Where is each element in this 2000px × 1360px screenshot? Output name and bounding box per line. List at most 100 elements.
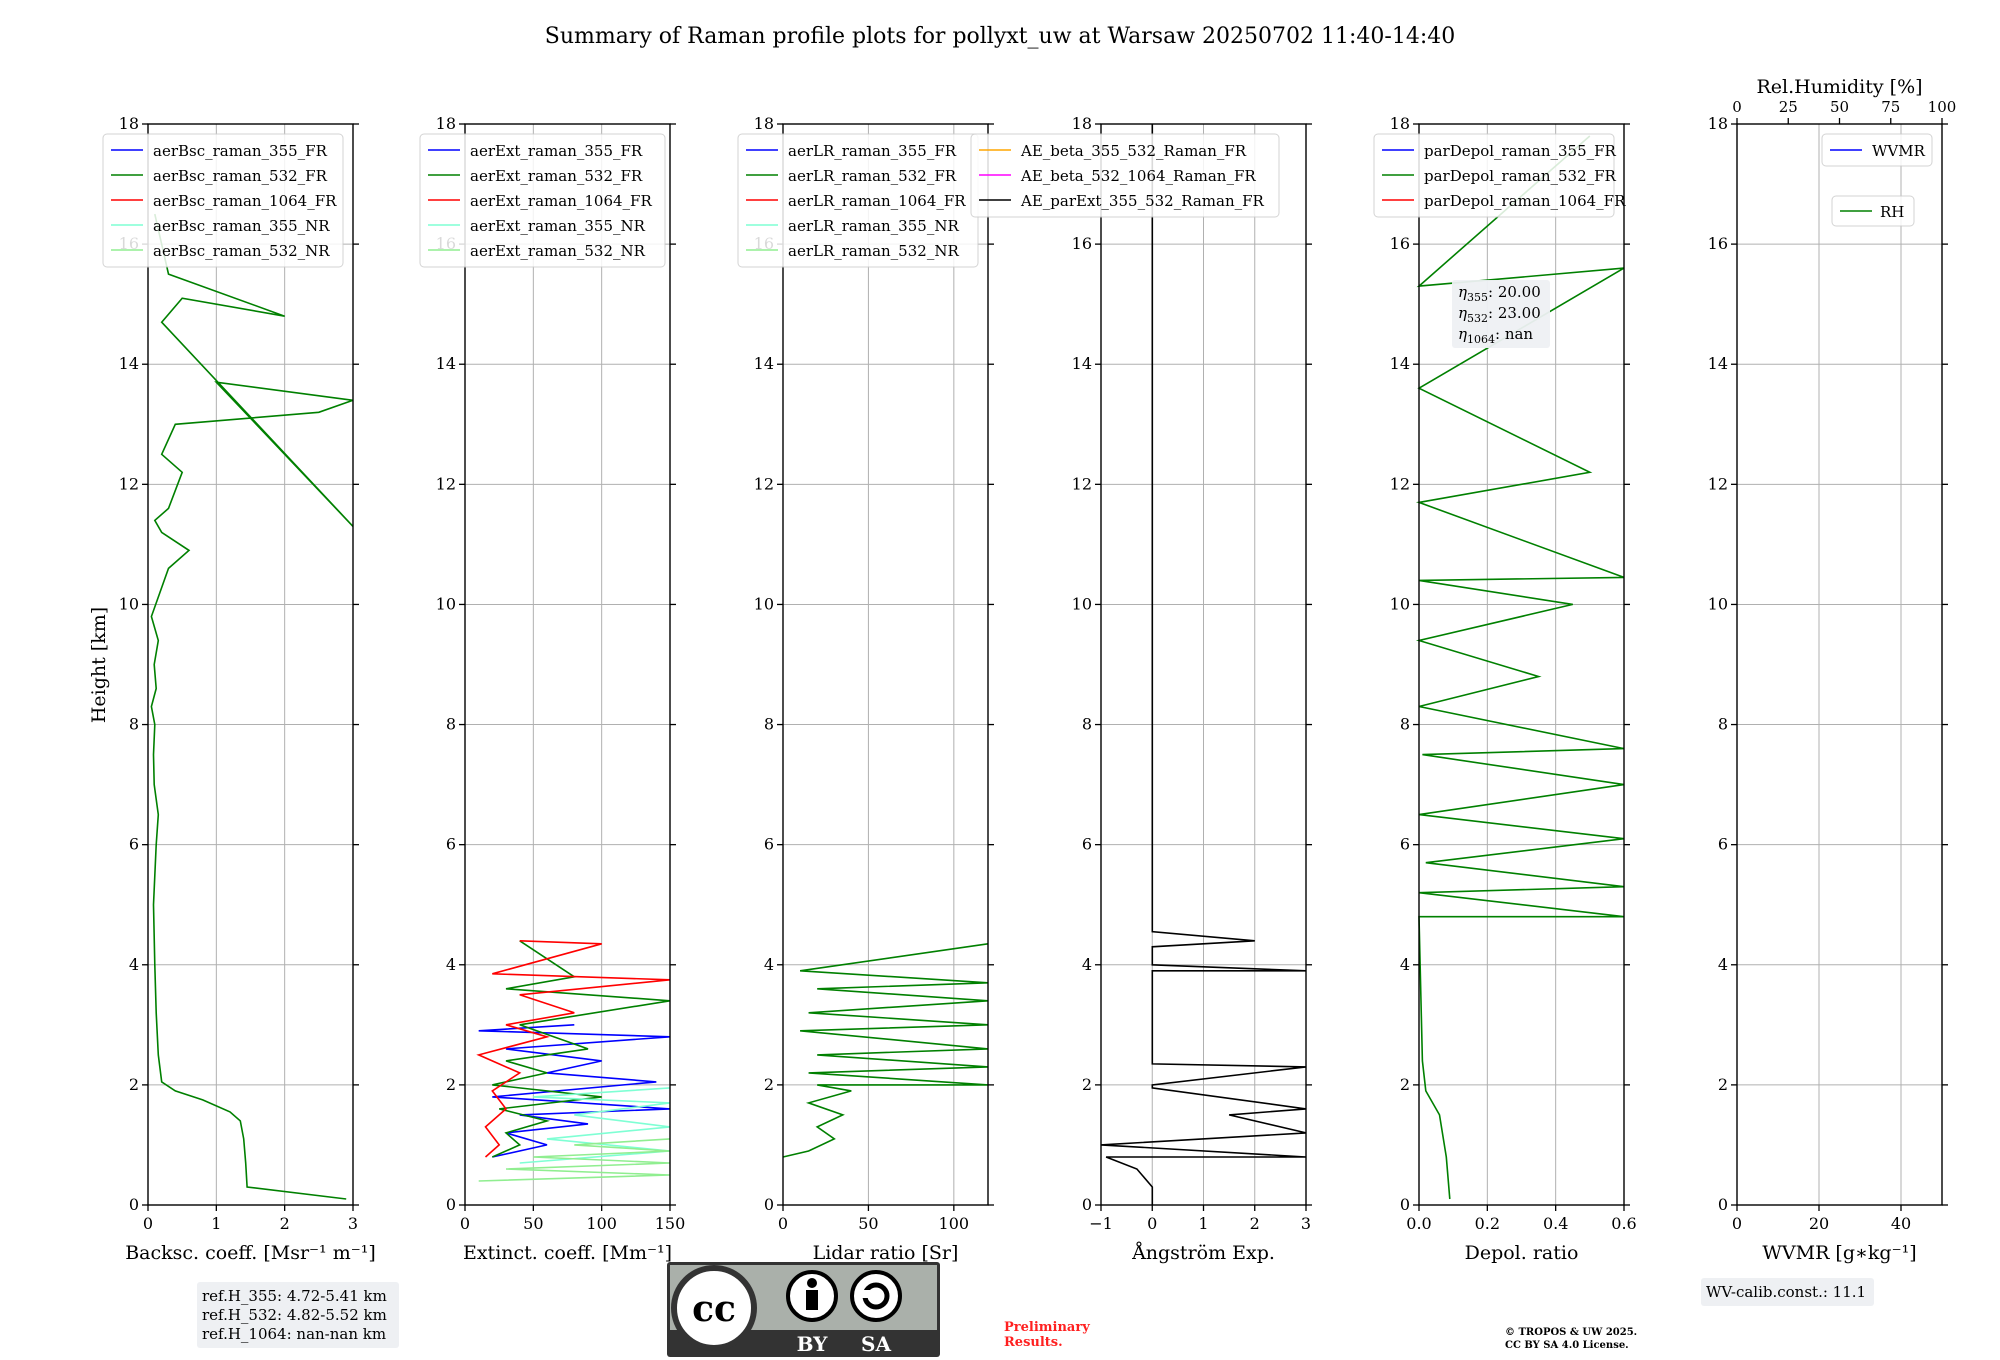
y-tick-label: 16 — [1390, 234, 1410, 253]
x2-tick-label: 25 — [1779, 98, 1798, 116]
x-tick-label: 0.0 — [1406, 1214, 1431, 1233]
series-parDepol_raman_532_FR — [1415, 135, 1625, 1200]
y-tick-label: 14 — [119, 354, 139, 373]
x-axis-label: Depol. ratio — [1465, 1242, 1579, 1264]
y-tick-label: 4 — [129, 955, 139, 974]
legend-label: parDepol_raman_355_FR — [1424, 142, 1617, 160]
y-tick-label: 4 — [1718, 955, 1728, 974]
legend-label: aerExt_raman_1064_FR — [470, 192, 652, 210]
y-tick-label: 6 — [1400, 835, 1410, 854]
x-tick-label: 100 — [939, 1214, 970, 1233]
y-tick-label: 18 — [1708, 114, 1728, 133]
series-aerExt_raman_532_FR — [491, 940, 671, 1158]
y-tick-label: 8 — [1082, 715, 1092, 734]
x-tick-label: 2 — [280, 1214, 290, 1233]
y-tick-label: 8 — [446, 715, 456, 734]
y-tick-label: 10 — [119, 594, 139, 613]
legend-label: AE_beta_355_532_Raman_FR — [1020, 142, 1247, 160]
y-tick-label: 4 — [446, 955, 456, 974]
y-tick-label: 6 — [1082, 835, 1092, 854]
y-tick-label: 0 — [1400, 1195, 1410, 1214]
legend-label: aerExt_raman_532_NR — [470, 242, 646, 260]
x-tick-label: 0.4 — [1543, 1214, 1568, 1233]
x-tick-label: 3 — [348, 1214, 358, 1233]
x-axis-label: Extinct. coeff. [Mm⁻¹] — [463, 1242, 672, 1264]
eta-355-sub: 355 — [1467, 291, 1488, 304]
y-tick-label: 18 — [754, 114, 774, 133]
y-tick-label: 2 — [1082, 1075, 1092, 1094]
y-tick-label: 12 — [1708, 474, 1728, 493]
x-tick-label: 1 — [1198, 1214, 1208, 1233]
profile-panels: 0246810121416180123Backsc. coeff. [Msr⁻¹… — [102, 76, 1957, 1264]
y-tick-label: 12 — [1072, 474, 1092, 493]
y-tick-label: 6 — [129, 835, 139, 854]
ref-height-1064: ref.H_1064: nan-nan km — [202, 1325, 386, 1343]
legend-label: WVMR — [1872, 142, 1926, 160]
legend-label: aerBsc_raman_532_FR — [153, 167, 328, 185]
y-tick-label: 2 — [1718, 1075, 1728, 1094]
x2-axis-label: Rel.Humidity [%] — [1756, 76, 1922, 98]
legend-box — [102, 133, 344, 268]
x-axis-label: WVMR [g∗kg⁻¹] — [1762, 1242, 1916, 1264]
plot-frame — [1100, 123, 1307, 1206]
figure-title: Summary of Raman profile plots for polly… — [545, 24, 1455, 49]
y-tick-label: 10 — [754, 594, 774, 613]
y-tick-label: 8 — [1400, 715, 1410, 734]
legend-label: aerBsc_raman_355_FR — [153, 142, 328, 160]
legend-label: parDepol_raman_1064_FR — [1424, 192, 1626, 210]
eta-1064-symbol: η — [1458, 325, 1467, 343]
x-axis-label: Lidar ratio [Sr] — [813, 1242, 959, 1264]
x2-tick-label: 0 — [1732, 98, 1742, 116]
plot-frame — [147, 123, 354, 1206]
legend-label: aerLR_raman_532_NR — [788, 242, 959, 260]
series-aerExt_raman_355_FR — [478, 1024, 671, 1158]
x-tick-label: 0 — [778, 1214, 788, 1233]
eta-355-symbol: η — [1458, 283, 1467, 301]
x-tick-label: 0 — [1732, 1214, 1742, 1233]
y-tick-label: 16 — [1072, 234, 1092, 253]
preliminary-line-1: Preliminary — [1004, 1320, 1090, 1335]
legend-label: aerExt_raman_532_FR — [470, 167, 643, 185]
eta-1064-sub: 1064 — [1467, 333, 1495, 346]
eta-355-value: : 20.00 — [1488, 283, 1541, 301]
x-tick-label: 0.6 — [1611, 1214, 1636, 1233]
x2-tick-label: 75 — [1881, 98, 1900, 116]
legend-label: aerBsc_raman_355_NR — [153, 217, 330, 235]
y-tick-label: 4 — [1082, 955, 1092, 974]
y-tick-label: 4 — [1400, 955, 1410, 974]
y-tick-label: 8 — [129, 715, 139, 734]
by-label: BY — [797, 1332, 829, 1356]
legend-box — [970, 133, 1280, 218]
x-tick-label: 100 — [586, 1214, 617, 1233]
y-tick-label: 12 — [1390, 474, 1410, 493]
y-tick-label: 10 — [1390, 594, 1410, 613]
eta-1064-value: : nan — [1495, 325, 1533, 343]
y-tick-label: 6 — [446, 835, 456, 854]
x-tick-label: 0 — [1147, 1214, 1157, 1233]
x-tick-label: −1 — [1089, 1214, 1113, 1233]
eta-532-value: : 23.00 — [1488, 304, 1541, 322]
eta-355: η355: 20.00 — [1458, 283, 1541, 304]
panel-2: 024681012141618050100150Extinct. coeff. … — [419, 114, 685, 1264]
legend-label: AE_parExt_355_532_Raman_FR — [1020, 192, 1265, 210]
plot-frame — [782, 123, 989, 1206]
panel-1: 0246810121416180123Backsc. coeff. [Msr⁻¹… — [102, 114, 376, 1264]
legend-label: aerLR_raman_1064_FR — [788, 192, 966, 210]
y-tick-label: 4 — [764, 955, 774, 974]
legend-label: AE_beta_532_1064_Raman_FR — [1020, 167, 1256, 185]
legend-label: aerExt_raman_355_NR — [470, 217, 646, 235]
x-tick-label: 50 — [858, 1214, 878, 1233]
legend-label: aerLR_raman_355_NR — [788, 217, 959, 235]
x-axis-label: Ångström Exp. — [1131, 1242, 1275, 1264]
y-tick-label: 10 — [1072, 594, 1092, 613]
legend-box — [1373, 133, 1615, 218]
legend-label: aerLR_raman_532_FR — [788, 167, 957, 185]
y-tick-label: 0 — [764, 1195, 774, 1214]
y-tick-label: 16 — [1708, 234, 1728, 253]
y-tick-label: 18 — [1072, 114, 1092, 133]
wv-calib-text: WV-calib.const.: 11.1 — [1706, 1283, 1866, 1301]
series-aerLR_raman_532_FR — [782, 943, 989, 1158]
y-tick-label: 8 — [764, 715, 774, 734]
cc-label: cc — [692, 1288, 736, 1330]
